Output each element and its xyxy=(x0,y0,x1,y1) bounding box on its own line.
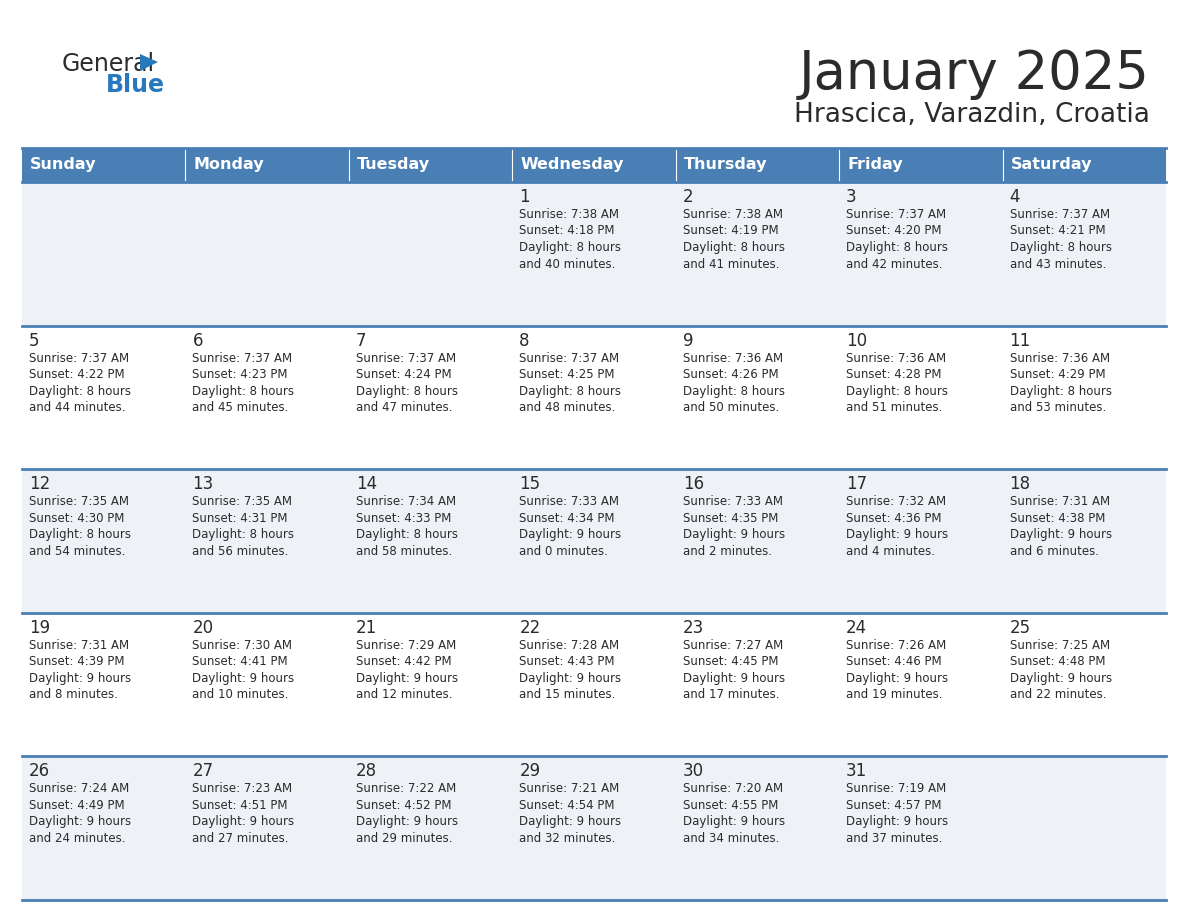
Text: Sunrise: 7:22 AM
Sunset: 4:52 PM
Daylight: 9 hours
and 29 minutes.: Sunrise: 7:22 AM Sunset: 4:52 PM Dayligh… xyxy=(356,782,459,845)
Text: 1: 1 xyxy=(519,188,530,206)
Text: Sunrise: 7:21 AM
Sunset: 4:54 PM
Daylight: 9 hours
and 32 minutes.: Sunrise: 7:21 AM Sunset: 4:54 PM Dayligh… xyxy=(519,782,621,845)
Text: 8: 8 xyxy=(519,331,530,350)
Text: Sunrise: 7:28 AM
Sunset: 4:43 PM
Daylight: 9 hours
and 15 minutes.: Sunrise: 7:28 AM Sunset: 4:43 PM Dayligh… xyxy=(519,639,621,701)
Text: Sunrise: 7:33 AM
Sunset: 4:34 PM
Daylight: 9 hours
and 0 minutes.: Sunrise: 7:33 AM Sunset: 4:34 PM Dayligh… xyxy=(519,495,621,558)
Bar xyxy=(349,148,512,182)
Text: 13: 13 xyxy=(192,476,214,493)
Text: Sunrise: 7:30 AM
Sunset: 4:41 PM
Daylight: 9 hours
and 10 minutes.: Sunrise: 7:30 AM Sunset: 4:41 PM Dayligh… xyxy=(192,639,295,701)
Text: Tuesday: Tuesday xyxy=(356,158,430,173)
Bar xyxy=(23,326,1165,469)
Text: 14: 14 xyxy=(356,476,377,493)
Text: January 2025: January 2025 xyxy=(800,48,1150,100)
Text: Sunrise: 7:37 AM
Sunset: 4:24 PM
Daylight: 8 hours
and 47 minutes.: Sunrise: 7:37 AM Sunset: 4:24 PM Dayligh… xyxy=(356,352,457,414)
Text: 3: 3 xyxy=(846,188,857,206)
Text: Sunrise: 7:33 AM
Sunset: 4:35 PM
Daylight: 9 hours
and 2 minutes.: Sunrise: 7:33 AM Sunset: 4:35 PM Dayligh… xyxy=(683,495,785,558)
Text: Sunrise: 7:20 AM
Sunset: 4:55 PM
Daylight: 9 hours
and 34 minutes.: Sunrise: 7:20 AM Sunset: 4:55 PM Dayligh… xyxy=(683,782,785,845)
Text: Thursday: Thursday xyxy=(684,158,767,173)
Text: Sunrise: 7:37 AM
Sunset: 4:21 PM
Daylight: 8 hours
and 43 minutes.: Sunrise: 7:37 AM Sunset: 4:21 PM Dayligh… xyxy=(1010,208,1112,271)
Text: 9: 9 xyxy=(683,331,694,350)
Text: 16: 16 xyxy=(683,476,703,493)
Text: Sunrise: 7:36 AM
Sunset: 4:26 PM
Daylight: 8 hours
and 50 minutes.: Sunrise: 7:36 AM Sunset: 4:26 PM Dayligh… xyxy=(683,352,785,414)
Text: 11: 11 xyxy=(1010,331,1031,350)
Text: Sunrise: 7:37 AM
Sunset: 4:25 PM
Daylight: 8 hours
and 48 minutes.: Sunrise: 7:37 AM Sunset: 4:25 PM Dayligh… xyxy=(519,352,621,414)
Bar xyxy=(676,148,839,182)
Text: Hrascica, Varazdin, Croatia: Hrascica, Varazdin, Croatia xyxy=(794,102,1150,128)
Text: 2: 2 xyxy=(683,188,694,206)
Bar xyxy=(23,148,185,182)
Bar xyxy=(839,148,1003,182)
Text: Saturday: Saturday xyxy=(1011,158,1092,173)
Text: 20: 20 xyxy=(192,619,214,637)
Text: Sunrise: 7:37 AM
Sunset: 4:23 PM
Daylight: 8 hours
and 45 minutes.: Sunrise: 7:37 AM Sunset: 4:23 PM Dayligh… xyxy=(192,352,295,414)
Text: Sunrise: 7:31 AM
Sunset: 4:39 PM
Daylight: 9 hours
and 8 minutes.: Sunrise: 7:31 AM Sunset: 4:39 PM Dayligh… xyxy=(29,639,131,701)
Bar xyxy=(185,148,349,182)
Bar xyxy=(23,756,1165,900)
Text: 21: 21 xyxy=(356,619,377,637)
Text: 10: 10 xyxy=(846,331,867,350)
Bar xyxy=(23,613,1165,756)
Text: 23: 23 xyxy=(683,619,704,637)
Text: 26: 26 xyxy=(29,763,50,780)
Text: 27: 27 xyxy=(192,763,214,780)
Text: Sunrise: 7:26 AM
Sunset: 4:46 PM
Daylight: 9 hours
and 19 minutes.: Sunrise: 7:26 AM Sunset: 4:46 PM Dayligh… xyxy=(846,639,948,701)
Text: 24: 24 xyxy=(846,619,867,637)
Text: Friday: Friday xyxy=(847,158,903,173)
Text: Sunrise: 7:29 AM
Sunset: 4:42 PM
Daylight: 9 hours
and 12 minutes.: Sunrise: 7:29 AM Sunset: 4:42 PM Dayligh… xyxy=(356,639,459,701)
Text: Sunrise: 7:35 AM
Sunset: 4:31 PM
Daylight: 8 hours
and 56 minutes.: Sunrise: 7:35 AM Sunset: 4:31 PM Dayligh… xyxy=(192,495,295,558)
Text: 29: 29 xyxy=(519,763,541,780)
Text: Sunrise: 7:31 AM
Sunset: 4:38 PM
Daylight: 9 hours
and 6 minutes.: Sunrise: 7:31 AM Sunset: 4:38 PM Dayligh… xyxy=(1010,495,1112,558)
Text: Sunrise: 7:36 AM
Sunset: 4:28 PM
Daylight: 8 hours
and 51 minutes.: Sunrise: 7:36 AM Sunset: 4:28 PM Dayligh… xyxy=(846,352,948,414)
Text: 28: 28 xyxy=(356,763,377,780)
Text: Monday: Monday xyxy=(194,158,264,173)
Text: 25: 25 xyxy=(1010,619,1031,637)
Bar xyxy=(1003,148,1165,182)
Polygon shape xyxy=(140,54,158,71)
Text: 15: 15 xyxy=(519,476,541,493)
Text: Sunrise: 7:24 AM
Sunset: 4:49 PM
Daylight: 9 hours
and 24 minutes.: Sunrise: 7:24 AM Sunset: 4:49 PM Dayligh… xyxy=(29,782,131,845)
Text: 31: 31 xyxy=(846,763,867,780)
Bar xyxy=(23,182,1165,326)
Text: 4: 4 xyxy=(1010,188,1020,206)
Text: 19: 19 xyxy=(29,619,50,637)
Text: 17: 17 xyxy=(846,476,867,493)
Text: Sunrise: 7:36 AM
Sunset: 4:29 PM
Daylight: 8 hours
and 53 minutes.: Sunrise: 7:36 AM Sunset: 4:29 PM Dayligh… xyxy=(1010,352,1112,414)
Bar xyxy=(512,148,676,182)
Text: Sunrise: 7:32 AM
Sunset: 4:36 PM
Daylight: 9 hours
and 4 minutes.: Sunrise: 7:32 AM Sunset: 4:36 PM Dayligh… xyxy=(846,495,948,558)
Text: Sunrise: 7:35 AM
Sunset: 4:30 PM
Daylight: 8 hours
and 54 minutes.: Sunrise: 7:35 AM Sunset: 4:30 PM Dayligh… xyxy=(29,495,131,558)
Text: Sunrise: 7:25 AM
Sunset: 4:48 PM
Daylight: 9 hours
and 22 minutes.: Sunrise: 7:25 AM Sunset: 4:48 PM Dayligh… xyxy=(1010,639,1112,701)
Text: Sunrise: 7:38 AM
Sunset: 4:18 PM
Daylight: 8 hours
and 40 minutes.: Sunrise: 7:38 AM Sunset: 4:18 PM Dayligh… xyxy=(519,208,621,271)
Text: Sunrise: 7:23 AM
Sunset: 4:51 PM
Daylight: 9 hours
and 27 minutes.: Sunrise: 7:23 AM Sunset: 4:51 PM Dayligh… xyxy=(192,782,295,845)
Text: Sunrise: 7:37 AM
Sunset: 4:22 PM
Daylight: 8 hours
and 44 minutes.: Sunrise: 7:37 AM Sunset: 4:22 PM Dayligh… xyxy=(29,352,131,414)
Text: Sunrise: 7:19 AM
Sunset: 4:57 PM
Daylight: 9 hours
and 37 minutes.: Sunrise: 7:19 AM Sunset: 4:57 PM Dayligh… xyxy=(846,782,948,845)
Text: Sunrise: 7:27 AM
Sunset: 4:45 PM
Daylight: 9 hours
and 17 minutes.: Sunrise: 7:27 AM Sunset: 4:45 PM Dayligh… xyxy=(683,639,785,701)
Text: 18: 18 xyxy=(1010,476,1031,493)
Text: 22: 22 xyxy=(519,619,541,637)
Text: Sunrise: 7:37 AM
Sunset: 4:20 PM
Daylight: 8 hours
and 42 minutes.: Sunrise: 7:37 AM Sunset: 4:20 PM Dayligh… xyxy=(846,208,948,271)
Text: 6: 6 xyxy=(192,331,203,350)
Text: Sunrise: 7:34 AM
Sunset: 4:33 PM
Daylight: 8 hours
and 58 minutes.: Sunrise: 7:34 AM Sunset: 4:33 PM Dayligh… xyxy=(356,495,457,558)
Text: Sunday: Sunday xyxy=(30,158,96,173)
Bar xyxy=(23,469,1165,613)
Text: Wednesday: Wednesday xyxy=(520,158,624,173)
Text: Sunrise: 7:38 AM
Sunset: 4:19 PM
Daylight: 8 hours
and 41 minutes.: Sunrise: 7:38 AM Sunset: 4:19 PM Dayligh… xyxy=(683,208,785,271)
Text: 5: 5 xyxy=(29,331,39,350)
Text: Blue: Blue xyxy=(106,73,165,97)
Text: General: General xyxy=(62,52,156,76)
Text: 30: 30 xyxy=(683,763,703,780)
Text: 7: 7 xyxy=(356,331,366,350)
Text: 12: 12 xyxy=(29,476,50,493)
